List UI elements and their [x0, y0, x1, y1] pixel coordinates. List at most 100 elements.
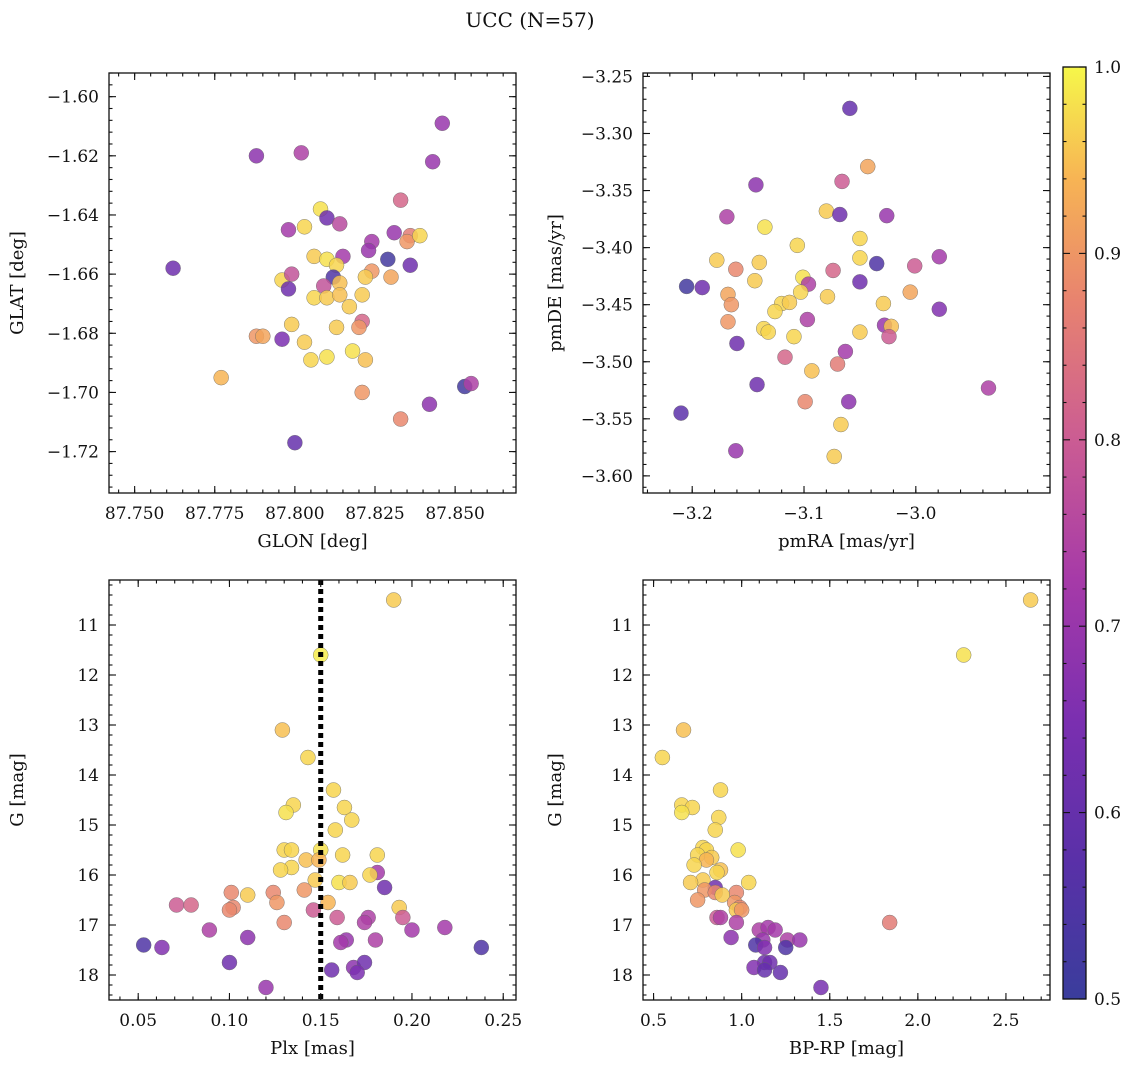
scatter-point: [300, 749, 316, 766]
scatter-point: [287, 435, 303, 451]
scatter-point: [319, 210, 335, 226]
y-tick-label: −1.64: [47, 206, 99, 226]
scatter-point: [881, 914, 898, 931]
x-axis-label: pmRA [mas/yr]: [778, 531, 915, 552]
scatter-point: [852, 324, 868, 340]
scatter-point: [654, 749, 671, 766]
y-tick-label: 17: [77, 916, 99, 936]
x-axis-label: Plx [mas]: [270, 1038, 355, 1059]
scatter-point: [826, 448, 842, 465]
scatter-point: [714, 887, 730, 903]
plot-frame: [108, 72, 517, 494]
scatter-point: [221, 954, 238, 971]
scatter-point: [334, 847, 351, 863]
scatter-point: [306, 248, 322, 265]
panel-bprp-g: 0.5 1.0 1.5 2.0 2.5 11 12 13 14 15 16 17 18 BP-RP [ma…: [545, 579, 1051, 1059]
scatter-point: [283, 842, 300, 858]
scatter-point: [344, 812, 360, 828]
scatter-point: [689, 892, 706, 908]
scatter-point: [280, 281, 297, 297]
scatter-point: [741, 874, 757, 891]
colorbar-tick-label: 0.9: [1094, 244, 1121, 264]
scatter-points: [135, 592, 490, 996]
scatter-point: [852, 274, 868, 290]
x-tick-label: 2.5: [992, 1011, 1019, 1031]
scatter-point: [756, 939, 773, 956]
scatter-point: [320, 894, 336, 911]
scatter-point: [328, 319, 345, 336]
scatter-point: [1022, 592, 1039, 608]
scatter-point: [399, 233, 415, 250]
scatter-point: [852, 230, 868, 247]
scatter-point: [842, 100, 858, 117]
scatter-point: [799, 311, 816, 328]
scatter-point: [712, 909, 729, 926]
scatter-point: [852, 250, 868, 266]
scatter-point: [674, 804, 690, 821]
scatter-point: [881, 328, 897, 345]
x-tick-label: 0.20: [393, 1011, 431, 1031]
scatter-point: [323, 962, 340, 978]
y-axis-label: G [mag]: [545, 753, 566, 826]
x-tick-label: −3.0: [895, 504, 936, 524]
x-tick-label: 87.825: [345, 504, 404, 524]
scatter-point: [723, 296, 740, 313]
scatter-point: [303, 352, 319, 368]
y-tick-label: −1.68: [47, 324, 99, 344]
scatter-point: [813, 979, 829, 996]
scatter-point: [351, 319, 367, 336]
y-tick-label: 13: [611, 716, 633, 736]
scatter-point: [792, 932, 808, 948]
scatter-point: [402, 257, 418, 273]
scatter-point: [707, 822, 723, 838]
colorbar-tick-label: 1.0: [1094, 58, 1121, 78]
y-axis-label: GLAT [deg]: [7, 231, 28, 335]
scatter-point: [804, 363, 820, 379]
scatter-point: [392, 192, 409, 208]
scatter-point: [221, 902, 238, 918]
scatter-point: [168, 897, 185, 913]
scatter-point: [336, 799, 353, 816]
scatter-point: [325, 782, 342, 798]
x-tick-label: 0.10: [211, 1011, 249, 1031]
scatter-point: [675, 722, 692, 738]
colorbar-tick-label: 0.6: [1094, 804, 1121, 824]
scatter-point: [837, 343, 854, 360]
scatter-point: [748, 177, 764, 193]
scatter-point: [931, 249, 948, 265]
scatter-point: [730, 842, 746, 858]
scatter-point: [283, 316, 300, 333]
scatter-point: [380, 251, 396, 268]
scatter-point: [860, 158, 876, 175]
scatter-point: [832, 206, 848, 223]
scatter-point: [728, 914, 745, 931]
scatter-point: [329, 909, 345, 926]
colorbar-tick-label: 0.8: [1094, 431, 1121, 451]
scatter-point: [818, 203, 835, 219]
x-tick-label: 0.25: [484, 1011, 522, 1031]
y-tick-label: 18: [77, 966, 99, 986]
scatter-point: [395, 909, 411, 926]
y-tick-label: −3.60: [581, 467, 633, 487]
scatter-point: [829, 356, 846, 372]
scatter-point: [424, 154, 441, 170]
scatter-point: [349, 964, 365, 981]
scatter-point: [354, 384, 370, 401]
scatter-point: [673, 405, 689, 421]
scatter-point: [362, 867, 378, 883]
scatter-point: [709, 864, 725, 881]
scatter-point: [319, 349, 335, 365]
scatter-point: [723, 929, 739, 946]
scatter-point: [296, 882, 312, 898]
scatter-point: [201, 922, 218, 938]
scatter-point: [376, 879, 393, 896]
scatter-point: [819, 288, 836, 305]
scatter-point: [875, 295, 892, 312]
scatter-point: [729, 335, 745, 352]
plot-frame: [108, 579, 517, 1001]
scatter-point: [955, 647, 972, 663]
scatter-point: [135, 937, 152, 953]
scatter-point: [332, 216, 348, 232]
y-tick-label: −1.70: [47, 383, 99, 403]
scatter-point: [678, 278, 695, 295]
